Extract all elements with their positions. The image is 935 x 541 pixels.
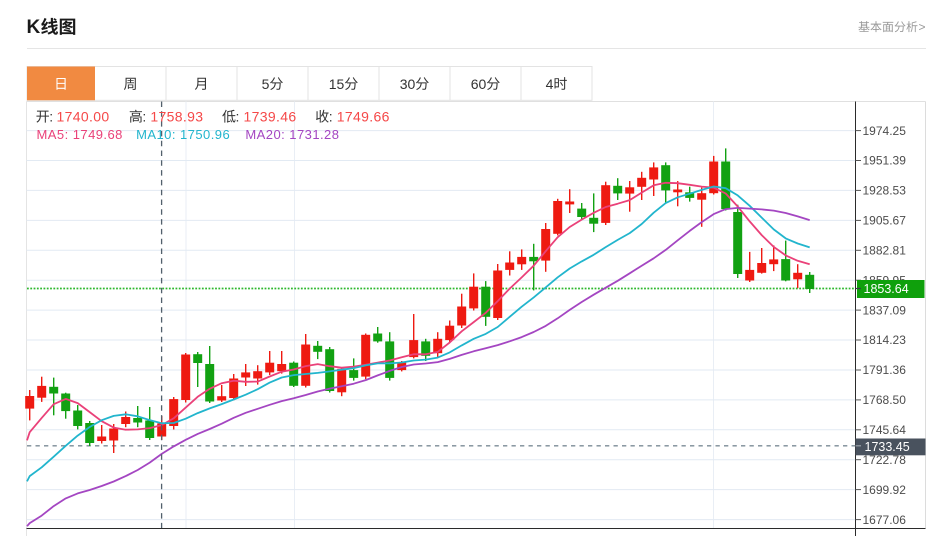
svg-text::: : <box>49 109 53 125</box>
svg-text:4: 4 <box>546 76 554 92</box>
svg-text:1951.39: 1951.39 <box>863 154 907 168</box>
svg-text:1974.25: 1974.25 <box>863 124 907 138</box>
svg-text:1745.64: 1745.64 <box>863 423 907 437</box>
svg-text::: : <box>329 109 333 125</box>
svg-text:60: 60 <box>471 76 487 92</box>
svg-text:MA10: 1750.96: MA10: 1750.96 <box>136 127 230 142</box>
svg-text:5: 5 <box>262 76 270 92</box>
svg-text:1733.45: 1733.45 <box>865 440 910 454</box>
svg-text:1853.64: 1853.64 <box>864 282 909 296</box>
svg-text:1758.93: 1758.93 <box>150 109 203 125</box>
svg-text:1814.23: 1814.23 <box>863 333 907 347</box>
svg-text:MA20: 1731.28: MA20: 1731.28 <box>245 127 339 142</box>
svg-text:1677.06: 1677.06 <box>863 513 907 527</box>
svg-text::: : <box>236 109 240 125</box>
svg-text:1768.50: 1768.50 <box>863 393 907 407</box>
svg-text::: : <box>142 109 146 125</box>
svg-text:1905.67: 1905.67 <box>863 214 907 228</box>
svg-text:30: 30 <box>400 76 416 92</box>
svg-text:1837.09: 1837.09 <box>863 303 907 317</box>
svg-text:1749.66: 1749.66 <box>337 109 390 125</box>
svg-text:1722.78: 1722.78 <box>863 453 907 467</box>
svg-text:1740.00: 1740.00 <box>57 109 110 125</box>
svg-text:>: > <box>919 20 926 34</box>
svg-text:1882.81: 1882.81 <box>863 244 907 258</box>
svg-text:1739.46: 1739.46 <box>244 109 297 125</box>
svg-text:15: 15 <box>329 76 345 92</box>
svg-text:1791.36: 1791.36 <box>863 363 907 377</box>
svg-text:K: K <box>27 17 41 38</box>
svg-text:1699.92: 1699.92 <box>863 483 907 497</box>
svg-text:1928.53: 1928.53 <box>863 184 907 198</box>
svg-text:MA5: 1749.68: MA5: 1749.68 <box>37 127 123 142</box>
